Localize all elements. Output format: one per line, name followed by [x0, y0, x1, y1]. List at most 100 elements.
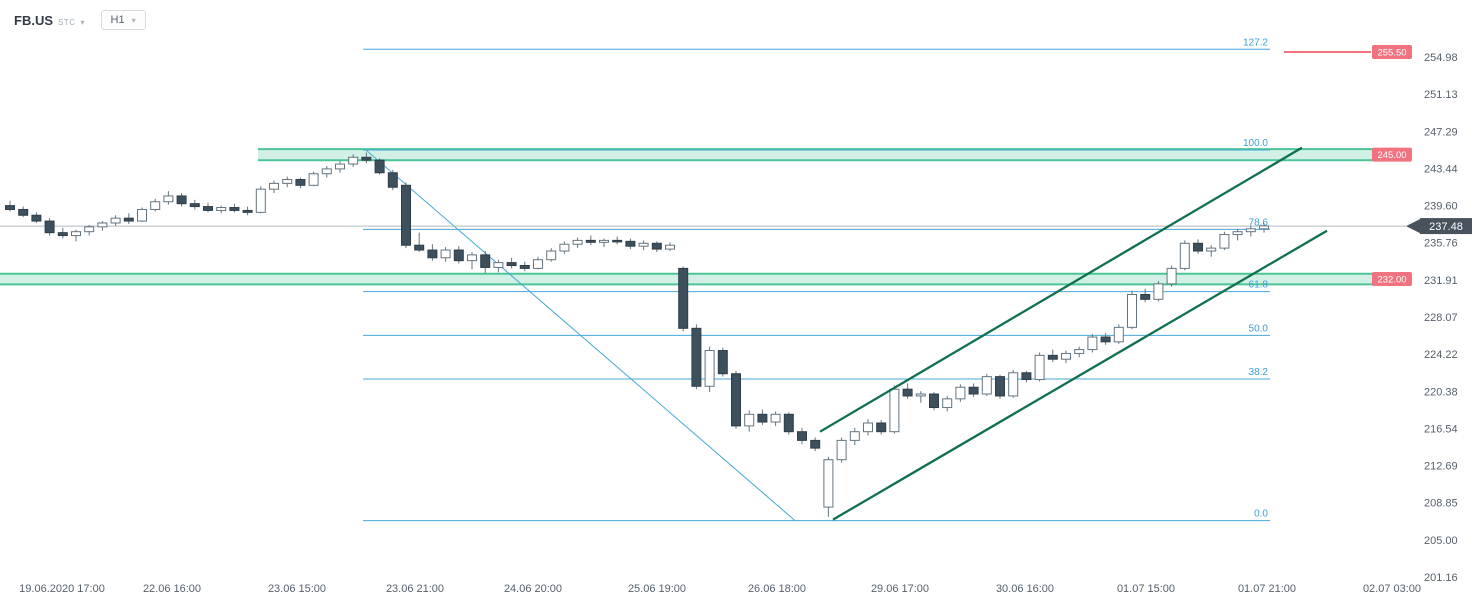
- candle: [480, 251, 491, 274]
- price-arrow-icon: [1406, 219, 1420, 234]
- candle: [942, 395, 953, 412]
- candle: [1100, 333, 1111, 345]
- exchange-label: STC: [58, 17, 76, 27]
- candle: [97, 221, 108, 231]
- candle: [731, 370, 741, 429]
- candle: [638, 240, 649, 251]
- candle: [1140, 288, 1151, 303]
- candle: [1153, 280, 1164, 302]
- candle: [1047, 349, 1058, 363]
- price-badge: 245.00: [1372, 147, 1412, 162]
- candle: [968, 383, 979, 397]
- candle: [757, 409, 768, 425]
- price-axis-label: 239.60: [1424, 201, 1458, 213]
- candle: [1008, 369, 1019, 398]
- candle: [361, 152, 372, 164]
- candle: [1166, 265, 1177, 287]
- candle: [546, 248, 557, 262]
- candlestick-series[interactable]: [5, 152, 1269, 517]
- candle: [216, 205, 227, 214]
- timeframe-selector[interactable]: H1 ▾: [100, 10, 146, 30]
- time-axis-label: 24.06 20:00: [504, 583, 562, 595]
- candle: [229, 203, 240, 213]
- price-axis[interactable]: 254.98 251.13 247.29 243.44 239.60 235.76 231.…: [1424, 52, 1458, 584]
- time-axis[interactable]: 19.06.2020 17:00 22.06 16:00 23.06 15:00 23…: [19, 583, 1421, 595]
- price-axis-label: 224.22: [1424, 349, 1458, 361]
- candle: [678, 266, 689, 332]
- candle: [863, 419, 873, 436]
- candle: [1061, 350, 1071, 364]
- fibonacci-retracement[interactable]: 127.2 100.0 78.6 61.8 50.0 38.2 0.0: [363, 37, 1270, 522]
- candle: [849, 427, 860, 446]
- candle: [612, 236, 623, 245]
- candle: [203, 202, 213, 213]
- candle: [889, 385, 900, 434]
- fib-trend-line[interactable]: [365, 149, 796, 521]
- candle: [1232, 228, 1243, 241]
- candle: [1021, 370, 1032, 383]
- zone-band[interactable]: [258, 149, 1378, 161]
- zone-resistance-245[interactable]: [258, 148, 1378, 162]
- candle: [110, 215, 121, 226]
- candle: [321, 165, 332, 178]
- fib-level-label: 0.0: [1254, 509, 1268, 520]
- candle: [57, 227, 68, 239]
- candle: [1219, 231, 1230, 251]
- candle: [295, 177, 306, 189]
- time-axis-label: 23.06 21:00: [386, 583, 444, 595]
- price-badges: 245.00 232.00 255.50: [1372, 44, 1412, 287]
- supply-demand-zones[interactable]: [0, 148, 1378, 286]
- price-badge: 232.00: [1372, 272, 1412, 287]
- candle: [163, 191, 174, 205]
- candle: [493, 259, 504, 273]
- candle: [5, 200, 15, 212]
- candle: [823, 456, 834, 517]
- candle: [348, 154, 359, 167]
- candle: [929, 392, 939, 411]
- zone-band[interactable]: [0, 273, 1378, 285]
- trend-channel[interactable]: [819, 146, 1328, 521]
- time-axis-label: 22.06 16:00: [143, 583, 201, 595]
- candle: [1193, 239, 1203, 254]
- timeframe-label: H1: [110, 14, 125, 26]
- chevron-down-icon: ▾: [80, 17, 85, 27]
- candle: [810, 437, 821, 452]
- candle: [744, 410, 755, 432]
- candle: [282, 176, 293, 188]
- candle: [704, 346, 715, 393]
- candle: [995, 374, 1005, 399]
- candle: [1245, 225, 1256, 237]
- candle: [1087, 334, 1098, 353]
- time-axis-label: 30.06 16:00: [996, 583, 1054, 595]
- candle: [414, 232, 425, 252]
- candle: [1113, 324, 1124, 344]
- candle: [137, 207, 147, 223]
- candle: [572, 237, 583, 249]
- time-axis-label: 01.07 21:00: [1238, 583, 1296, 595]
- candle: [387, 169, 398, 191]
- candle: [189, 199, 200, 210]
- candle: [269, 180, 279, 194]
- fib-level-label: 127.2: [1243, 37, 1268, 48]
- symbol-selector[interactable]: FB.US STC ▾: [14, 13, 85, 28]
- time-axis-label: 26.06 18:00: [748, 583, 806, 595]
- candle: [599, 238, 609, 248]
- candle: [71, 229, 81, 242]
- chevron-down-icon: ▾: [131, 15, 136, 25]
- candle: [308, 171, 319, 187]
- fib-level-label: 61.8: [1249, 280, 1269, 291]
- candle: [665, 242, 675, 252]
- candle: [506, 257, 517, 269]
- candle: [255, 186, 266, 214]
- zone-support-232[interactable]: [0, 272, 1378, 286]
- candle: [691, 324, 702, 390]
- svg-text:237.48: 237.48: [1429, 221, 1463, 233]
- trend-line[interactable]: [832, 229, 1328, 521]
- price-axis-label: 247.29: [1424, 126, 1458, 138]
- candle: [519, 261, 530, 272]
- candle: [585, 235, 596, 246]
- candle: [467, 251, 477, 270]
- svg-text:245.00: 245.00: [1377, 150, 1406, 161]
- trend-line[interactable]: [819, 146, 1303, 433]
